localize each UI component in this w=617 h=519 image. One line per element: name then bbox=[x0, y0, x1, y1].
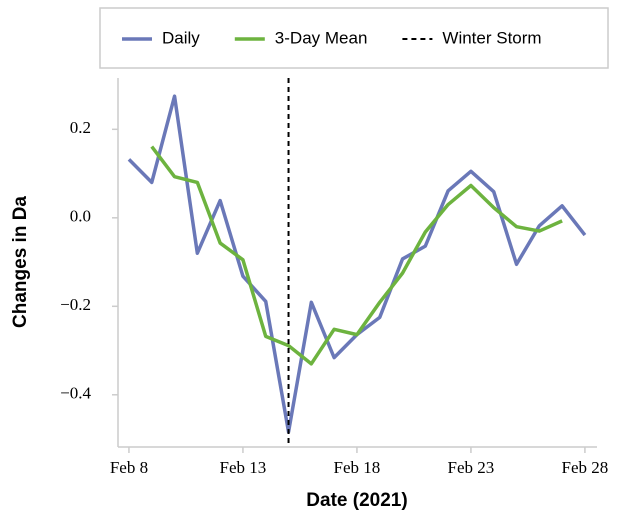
legend-label: Winter Storm bbox=[442, 28, 541, 47]
legend-box bbox=[99, 7, 609, 69]
y-axis-title: Changes in Da bbox=[10, 196, 31, 328]
x-tick-label: Feb 8 bbox=[110, 458, 148, 477]
x-tick-label: Feb 23 bbox=[448, 458, 495, 477]
x-tick-label: Feb 28 bbox=[562, 458, 609, 477]
series-line bbox=[127, 94, 587, 434]
x-tick-label: Feb 18 bbox=[334, 458, 381, 477]
y-tick-label: −0.4 bbox=[60, 384, 91, 403]
y-tick-label: 0.0 bbox=[70, 207, 91, 226]
y-tick-label: 0.2 bbox=[70, 118, 91, 137]
x-tick-label: Feb 13 bbox=[220, 458, 267, 477]
legend-label: 3-Day Mean bbox=[275, 28, 368, 47]
legend-label: Daily bbox=[162, 28, 200, 47]
x-axis-title: Date (2021) bbox=[306, 490, 407, 511]
series-line bbox=[150, 145, 563, 366]
y-tick-label: −0.2 bbox=[60, 295, 91, 314]
